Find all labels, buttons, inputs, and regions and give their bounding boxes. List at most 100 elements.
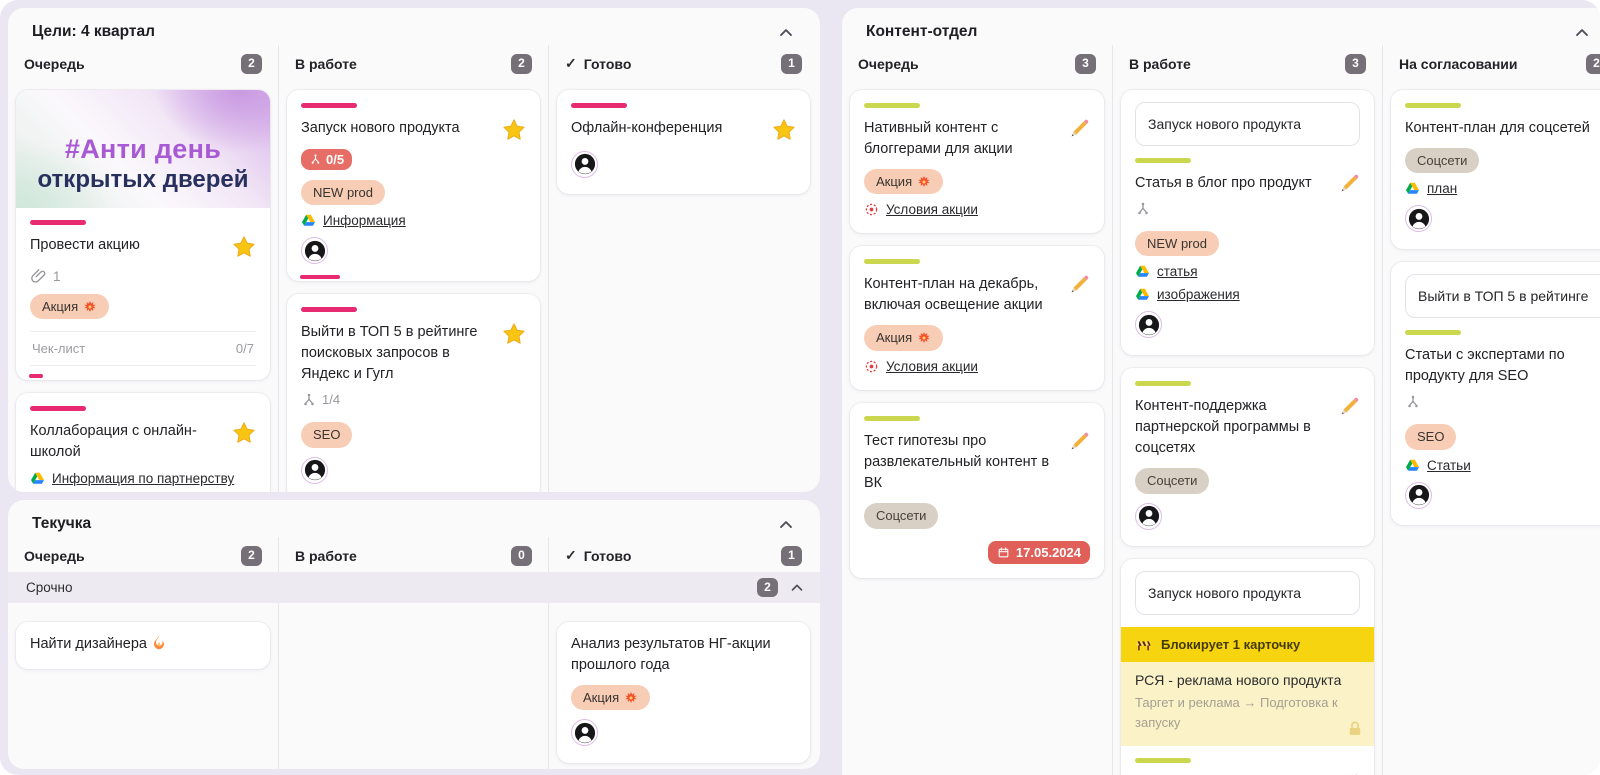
- collision-icon: [624, 691, 638, 705]
- cards-list: Анализ результатов НГ-акции прошлого год…: [549, 572, 818, 769]
- tag-seo: SEO: [1405, 423, 1457, 450]
- attachments-row: 1: [30, 268, 256, 285]
- board-content-header: Контент-отдел: [842, 8, 1600, 45]
- drive-link[interactable]: Информация: [301, 213, 526, 228]
- avatar: [1405, 205, 1432, 233]
- star-icon[interactable]: [772, 118, 796, 142]
- collapse-content-button[interactable]: [1572, 23, 1592, 43]
- column-goals-queue: Очередь 2 #Анти день открытых дверей Про…: [8, 45, 278, 492]
- card-find-designer[interactable]: Найти дизайнера: [16, 621, 270, 669]
- board-routine-title: Текучка: [32, 515, 92, 532]
- person-icon: [1138, 314, 1160, 336]
- card-title: Нативный контент с блоггерами для акции: [864, 119, 1013, 157]
- drive-link[interactable]: план: [1405, 181, 1600, 196]
- subtasks-counter: [1135, 201, 1151, 217]
- goal-link[interactable]: Условия акции: [864, 359, 1090, 374]
- goal-progress-bar: [29, 374, 43, 379]
- card-title: Офлайн-конференция: [571, 119, 723, 136]
- chevron-up-icon[interactable]: [788, 579, 806, 597]
- card-blog-article-group[interactable]: Запуск нового продукта Статья в блог про…: [1121, 89, 1374, 355]
- card-count-badge: 0: [511, 546, 532, 566]
- column-label: На согласовании: [1399, 55, 1518, 72]
- board-content-title: Контент-отдел: [866, 23, 978, 40]
- card-partner-support[interactable]: Контент-поддержка партнерской программы …: [1121, 367, 1374, 547]
- card-native-content[interactable]: Нативный контент с блоггерами для акции …: [850, 89, 1104, 234]
- avatar: [1135, 311, 1162, 339]
- collision-icon: [83, 300, 97, 314]
- card-smm-plan[interactable]: Контент-план для соцсетей Соцсети план: [1391, 89, 1600, 249]
- avatar: [1135, 502, 1162, 530]
- subtasks-counter: [1405, 394, 1421, 410]
- card-accent-bar: [1135, 157, 1191, 163]
- card-accent-bar: [1135, 758, 1191, 764]
- chevron-up-icon: [1572, 23, 1592, 43]
- card-vk-hypothesis[interactable]: Тест гипотезы про развлекательный контен…: [850, 403, 1104, 578]
- parent-card-ref[interactable]: Выйти в ТОП 5 в рейтинге: [1405, 273, 1600, 318]
- blocker-header: Блокирует 1 карточку: [1121, 627, 1374, 663]
- drive-link[interactable]: Статьи: [1405, 458, 1600, 473]
- blocked-card-ref[interactable]: РСЯ - реклама нового продукта Таргет и р…: [1121, 662, 1374, 747]
- star-icon[interactable]: [502, 118, 526, 142]
- column-label: В работе: [295, 547, 357, 564]
- star-icon[interactable]: [232, 235, 256, 259]
- paperclip-icon: [30, 268, 47, 285]
- column-content-queue: Очередь 3 Нативный контент с блоггерами …: [842, 45, 1112, 775]
- card-count-badge: 2: [1586, 54, 1600, 74]
- card-promo-action[interactable]: #Анти день открытых дверей Провести акци…: [16, 89, 270, 381]
- column-label: В работе: [295, 55, 357, 72]
- card-ny-analysis[interactable]: Анализ результатов НГ-акции прошлого год…: [557, 621, 810, 763]
- star-icon[interactable]: [502, 322, 526, 346]
- board-routine: Текучка Срочно 2 Очередь 2: [8, 500, 820, 769]
- card-cover-image: #Анти день открытых дверей: [16, 89, 270, 208]
- tag-socseti: Соцсети: [1135, 467, 1210, 494]
- card-seo-articles-group[interactable]: Выйти в ТОП 5 в рейтинге Статьи с экспер…: [1391, 261, 1600, 526]
- check-icon: ✓: [565, 55, 577, 72]
- card-december-plan[interactable]: Контент-план на декабрь, включая освещен…: [850, 246, 1104, 391]
- card-title: Выйти в ТОП 5 в рейтинге поисковых запро…: [301, 323, 478, 382]
- parent-card-ref[interactable]: Запуск нового продукта: [1135, 101, 1360, 146]
- column-content-approval-header: На согласовании 2: [1383, 45, 1600, 80]
- goal-link[interactable]: Условия акции: [864, 202, 1090, 217]
- attachments-count: 1: [53, 268, 61, 284]
- drive-link[interactable]: изображения: [1135, 287, 1360, 302]
- cover-text-line1: #Анти день: [64, 133, 222, 164]
- card-collab[interactable]: Коллаборация с онлайн-школой Информация …: [16, 393, 270, 492]
- pencil-icon: [1069, 431, 1090, 452]
- cards-list: Запуск нового продукта Статья в блог про…: [1113, 80, 1382, 775]
- person-icon: [1138, 505, 1160, 527]
- card-accent-bar: [864, 416, 920, 422]
- card-title: Контент-план на декабрь, включая освещен…: [864, 276, 1043, 314]
- card-top5-rating[interactable]: Выйти в ТОП 5 в рейтинге поисковых запро…: [287, 293, 540, 492]
- column-goals-inprogress: В работе 2 Запуск нового продукта 0/5: [278, 45, 548, 492]
- swimlane-urgent[interactable]: Срочно 2: [8, 572, 820, 603]
- card-launch-product[interactable]: Запуск нового продукта 0/5 NEW prod: [287, 89, 540, 281]
- column-routine-queue: Очередь 2 Найти дизайнера: [8, 537, 278, 769]
- avatar: [571, 150, 598, 178]
- column-label: Очередь: [24, 55, 85, 72]
- parent-card-ref[interactable]: Запуск нового продукта: [1135, 571, 1360, 616]
- column-goals-done: ✓ Готово 1 Офлайн-конференция: [548, 45, 818, 492]
- card-offline-conf[interactable]: Офлайн-конференция: [557, 89, 810, 195]
- tag-akciya: Акция: [30, 293, 110, 320]
- cards-list: Офлайн-конференция: [549, 80, 818, 207]
- cards-list: Нативный контент с блоггерами для акции …: [842, 80, 1112, 590]
- drive-link[interactable]: Информация по партнерству: [30, 471, 256, 486]
- goal-progress-bar: [300, 274, 340, 279]
- tag-socseti: Соцсети: [864, 503, 939, 529]
- collapse-routine-button[interactable]: [776, 515, 796, 535]
- collision-icon: [917, 331, 931, 345]
- cards-list: Запуск нового продукта 0/5 NEW prod: [279, 80, 548, 492]
- column-label: Очередь: [24, 547, 85, 564]
- card-product-page-group[interactable]: Запуск нового продукта Блокирует 1 карто…: [1121, 559, 1374, 775]
- card-accent-bar: [30, 219, 86, 225]
- star-icon[interactable]: [232, 421, 256, 445]
- column-content-approval: На согласовании 2 Контент-план для соцсе…: [1382, 45, 1600, 775]
- google-drive-icon: [30, 471, 45, 486]
- board-goals-header: Цели: 4 квартал: [8, 8, 820, 45]
- collapse-goals-button[interactable]: [776, 23, 796, 43]
- card-title: Статьи с экспертами по продукту для SEO: [1405, 346, 1565, 384]
- drive-link[interactable]: статья: [1135, 264, 1360, 279]
- checklist-row[interactable]: Чек-лист 0/7: [30, 331, 256, 367]
- column-label: Очередь: [858, 55, 919, 72]
